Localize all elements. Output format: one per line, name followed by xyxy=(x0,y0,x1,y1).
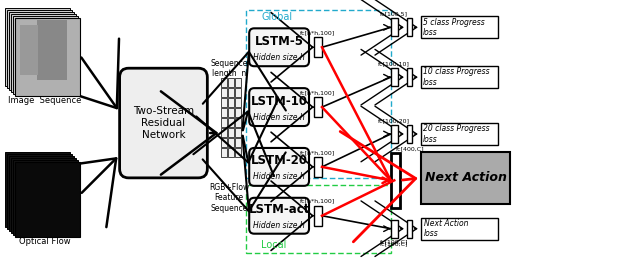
Bar xyxy=(391,68,397,86)
Bar xyxy=(391,125,397,143)
Bar xyxy=(236,138,241,147)
FancyBboxPatch shape xyxy=(120,68,207,178)
Bar xyxy=(228,108,234,117)
Bar xyxy=(221,78,227,87)
Bar xyxy=(314,97,322,117)
Text: Sequence
length  n: Sequence length n xyxy=(211,58,248,78)
Bar xyxy=(407,220,412,238)
Text: fc[n*h,100]: fc[n*h,100] xyxy=(300,90,335,95)
Bar xyxy=(314,206,322,226)
Text: LSTM-5: LSTM-5 xyxy=(255,35,303,48)
Text: fc[400,C]: fc[400,C] xyxy=(396,146,425,151)
Bar xyxy=(236,148,241,157)
Bar xyxy=(420,152,511,204)
Bar xyxy=(11,158,76,233)
Bar xyxy=(5,152,70,227)
Bar xyxy=(9,156,74,231)
Bar xyxy=(407,18,412,36)
Bar xyxy=(391,153,400,208)
Text: 20 class Progress
loss: 20 class Progress loss xyxy=(422,124,490,144)
FancyBboxPatch shape xyxy=(249,148,309,186)
Text: fc[100,20]: fc[100,20] xyxy=(378,118,410,123)
Bar xyxy=(228,98,234,107)
Bar xyxy=(13,160,77,235)
Bar xyxy=(391,18,397,36)
Text: Hidden size h: Hidden size h xyxy=(253,53,305,62)
Bar xyxy=(7,10,72,88)
FancyBboxPatch shape xyxy=(249,28,309,66)
Bar xyxy=(228,118,234,127)
Bar xyxy=(228,88,234,97)
Bar xyxy=(236,108,241,117)
Bar xyxy=(15,162,80,237)
Bar xyxy=(236,128,241,137)
Text: fc[100,5]: fc[100,5] xyxy=(380,11,408,16)
Bar xyxy=(221,118,227,127)
Bar xyxy=(228,138,234,147)
Text: Image  Sequence: Image Sequence xyxy=(8,96,81,105)
Text: Two-Stream
Residual
Network: Two-Stream Residual Network xyxy=(133,106,194,140)
Text: 10 class Progress
loss: 10 class Progress loss xyxy=(422,68,490,87)
Text: Hidden size h: Hidden size h xyxy=(253,172,305,181)
Bar xyxy=(221,98,227,107)
Text: LSTM-20: LSTM-20 xyxy=(251,154,308,168)
Text: fc[n*h,100]: fc[n*h,100] xyxy=(300,199,335,204)
Bar xyxy=(228,128,234,137)
Bar xyxy=(420,16,499,38)
Text: 5 class Progress
loss: 5 class Progress loss xyxy=(422,18,484,37)
Bar xyxy=(314,37,322,57)
Bar xyxy=(20,25,38,75)
Bar xyxy=(420,123,499,145)
Bar xyxy=(228,78,234,87)
FancyBboxPatch shape xyxy=(249,88,309,126)
Bar xyxy=(11,14,76,92)
Bar xyxy=(236,118,241,127)
Bar xyxy=(37,20,67,80)
Bar xyxy=(221,148,227,157)
Bar xyxy=(420,218,499,240)
Text: Hidden size h: Hidden size h xyxy=(253,113,305,122)
Bar xyxy=(221,128,227,137)
Text: Next Action
loss: Next Action loss xyxy=(424,219,468,239)
Text: LSTM-10: LSTM-10 xyxy=(251,95,308,107)
FancyBboxPatch shape xyxy=(249,198,309,234)
Bar xyxy=(236,88,241,97)
Bar xyxy=(420,66,499,88)
Text: fc[n*h,100]: fc[n*h,100] xyxy=(300,150,335,155)
Text: fc[n*h,100]: fc[n*h,100] xyxy=(300,30,335,35)
Bar xyxy=(221,138,227,147)
Text: Optical Flow: Optical Flow xyxy=(19,237,70,246)
Text: fc[100,C]: fc[100,C] xyxy=(380,242,408,247)
Text: Local: Local xyxy=(261,240,287,250)
Bar xyxy=(407,68,412,86)
Text: LSTM-act: LSTM-act xyxy=(248,203,310,216)
Bar xyxy=(228,148,234,157)
Bar xyxy=(9,12,74,90)
Bar xyxy=(314,157,322,177)
Bar xyxy=(221,108,227,117)
Text: Global: Global xyxy=(261,12,292,22)
Bar xyxy=(391,220,397,238)
Bar xyxy=(407,125,412,143)
Text: Next Action: Next Action xyxy=(424,171,506,184)
Bar xyxy=(15,18,80,96)
Bar xyxy=(13,16,77,94)
Bar xyxy=(236,98,241,107)
Bar xyxy=(221,88,227,97)
Bar xyxy=(7,154,72,229)
Text: Hidden size h: Hidden size h xyxy=(253,221,305,230)
Bar xyxy=(5,8,70,86)
Text: RGB+Flow
Feature
Sequence: RGB+Flow Feature Sequence xyxy=(209,183,250,213)
Text: fc[100,C]: fc[100,C] xyxy=(380,240,408,245)
Text: fc[100,10]: fc[100,10] xyxy=(378,61,410,66)
Bar xyxy=(236,78,241,87)
